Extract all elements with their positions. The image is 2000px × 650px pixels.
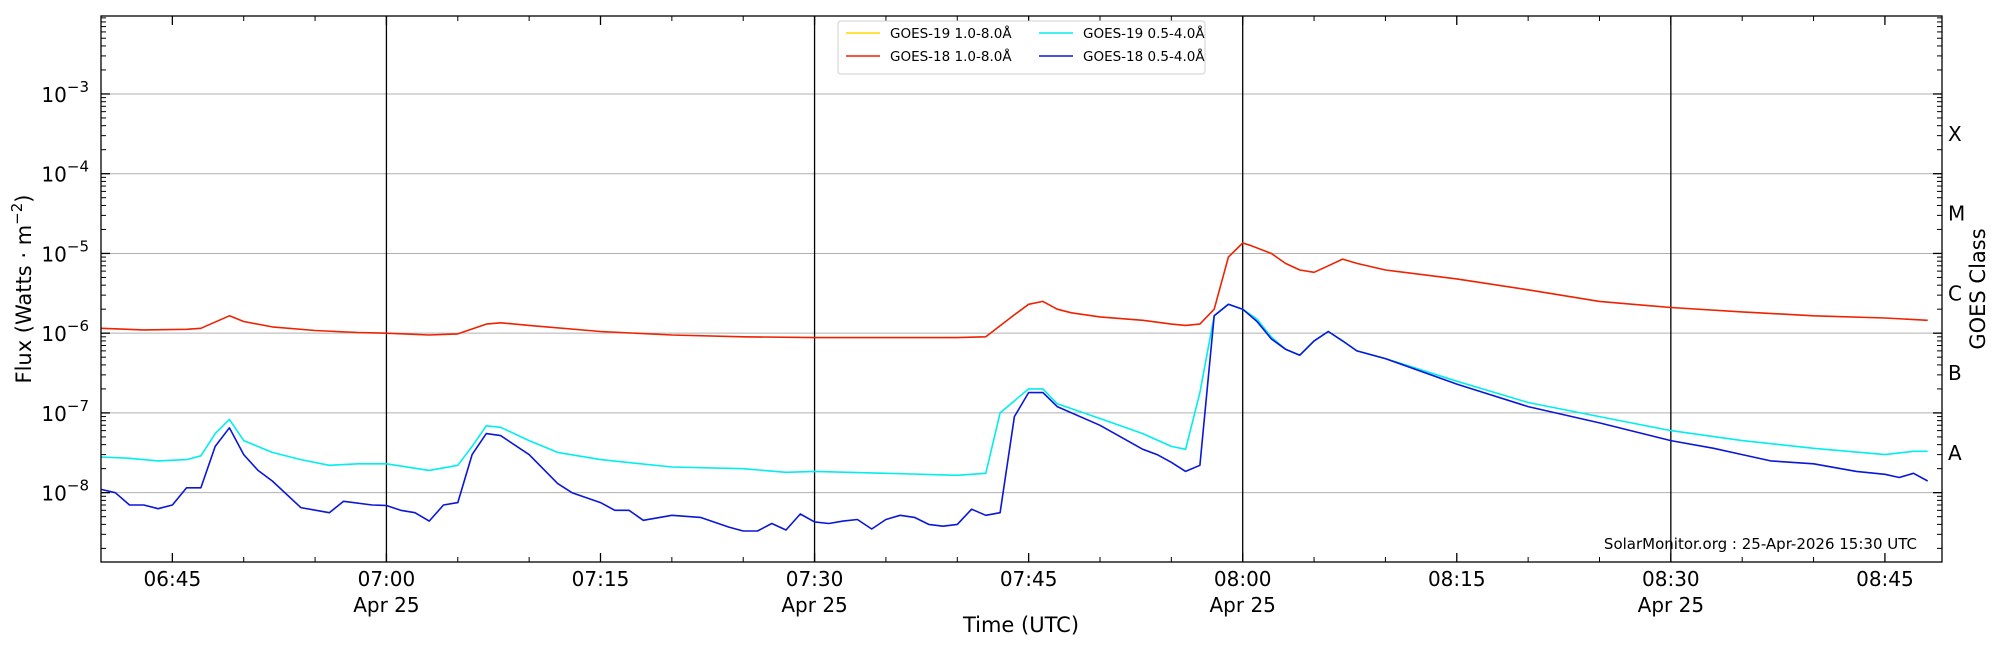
legend-entry-label: GOES-18 1.0-8.0Å: [890, 48, 1012, 65]
y-tick-label: 10−6: [41, 317, 89, 346]
y-tick-label: 10−7: [41, 397, 89, 426]
series-line-3: [100, 303, 1929, 532]
x-tick-label: 07:45: [1000, 567, 1058, 591]
x-tick-label: 06:45: [144, 567, 202, 591]
y-axis-title-text: Flux (Watts · m−2): [8, 194, 36, 383]
legend-entry-label: GOES-19 1.0-8.0Å: [890, 25, 1012, 42]
x-tick-date-label: Apr 25: [1638, 593, 1704, 617]
plot-frame: [100, 15, 1943, 563]
x-tick-date-label: Apr 25: [781, 593, 847, 617]
goes-class-label: B: [1948, 361, 1962, 385]
x-tick-label: 08:30: [1642, 567, 1700, 591]
y-tick-label: 10−4: [41, 158, 89, 187]
x-tick-label: 08:45: [1856, 567, 1914, 591]
date-divider-lines: [385, 16, 1672, 562]
grid-layer: [101, 93, 1942, 494]
credit-text: SolarMonitor.org : 25-Apr-2026 15:30 UTC: [1604, 535, 1917, 553]
goes-class-label: M: [1948, 202, 1965, 226]
y-axis-title: Flux (Watts · m−2): [8, 194, 36, 383]
legend-entry-label: GOES-19 0.5-4.0Å: [1083, 25, 1205, 42]
goes-class-label: A: [1948, 441, 1962, 465]
goes-class-axis-title: GOES Class: [1966, 228, 1990, 349]
series-layer: [100, 242, 1929, 532]
x-tick-label: 07:00: [358, 567, 416, 591]
legend: GOES-19 1.0-8.0Å GOES-18 1.0-8.0Å GOES-19 …: [837, 20, 1206, 75]
x-tick-label: 08:00: [1214, 567, 1272, 591]
x-tick-label: 07:30: [786, 567, 844, 591]
y-tick-label: 10−8: [41, 477, 89, 506]
x-tick-label: 08:15: [1428, 567, 1486, 591]
series-line-1: [100, 242, 1928, 339]
y-tick-label: 10−5: [41, 237, 89, 266]
x-tick-date-label: Apr 25: [1210, 593, 1276, 617]
goes-class-label: X: [1948, 122, 1962, 146]
x-tick-date-label: Apr 25: [353, 593, 419, 617]
legend-box: [837, 20, 1206, 75]
y-tick-label: 10−3: [41, 78, 89, 107]
legend-entry-label: GOES-18 0.5-4.0Å: [1083, 48, 1205, 65]
goes-class-label: C: [1948, 281, 1962, 305]
x-axis-title: Time (UTC): [962, 613, 1079, 637]
x-tick-label: 07:15: [572, 567, 630, 591]
